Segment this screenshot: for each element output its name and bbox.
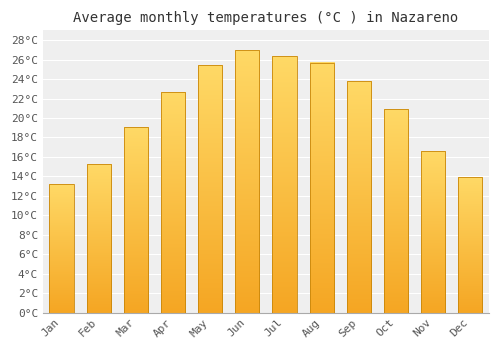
- Bar: [310, 63, 334, 313]
- Bar: [198, 65, 222, 313]
- Bar: [347, 81, 371, 313]
- Bar: [384, 109, 408, 313]
- Bar: [161, 92, 185, 313]
- Bar: [458, 177, 482, 313]
- Bar: [124, 127, 148, 313]
- Bar: [272, 56, 296, 313]
- Title: Average monthly temperatures (°C ) in Nazareno: Average monthly temperatures (°C ) in Na…: [74, 11, 458, 25]
- Bar: [86, 164, 111, 313]
- Bar: [236, 50, 260, 313]
- Bar: [50, 184, 74, 313]
- Bar: [421, 151, 445, 313]
